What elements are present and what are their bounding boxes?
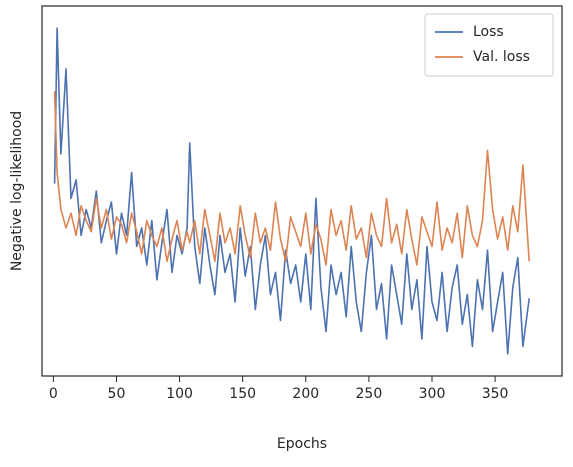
y-axis-label: Negative log-likelihood <box>9 111 25 271</box>
legend-label: Loss <box>473 24 504 40</box>
legend-box <box>424 13 554 77</box>
x-tick-label: 300 <box>419 386 446 402</box>
x-tick-label: 250 <box>356 386 383 402</box>
x-tick-label: 50 <box>108 386 126 402</box>
line <box>53 27 530 355</box>
x-tick-label: 100 <box>166 386 193 402</box>
line <box>53 91 530 266</box>
x-axis-label: Epochs <box>277 436 327 452</box>
legend-label: Val. loss <box>473 49 530 65</box>
plot-frame <box>41 5 563 377</box>
x-tick-label: 0 <box>49 386 58 402</box>
x-tick-label: 350 <box>482 386 509 402</box>
x-tick-label: 150 <box>229 386 256 402</box>
x-tick-label: 200 <box>292 386 319 402</box>
